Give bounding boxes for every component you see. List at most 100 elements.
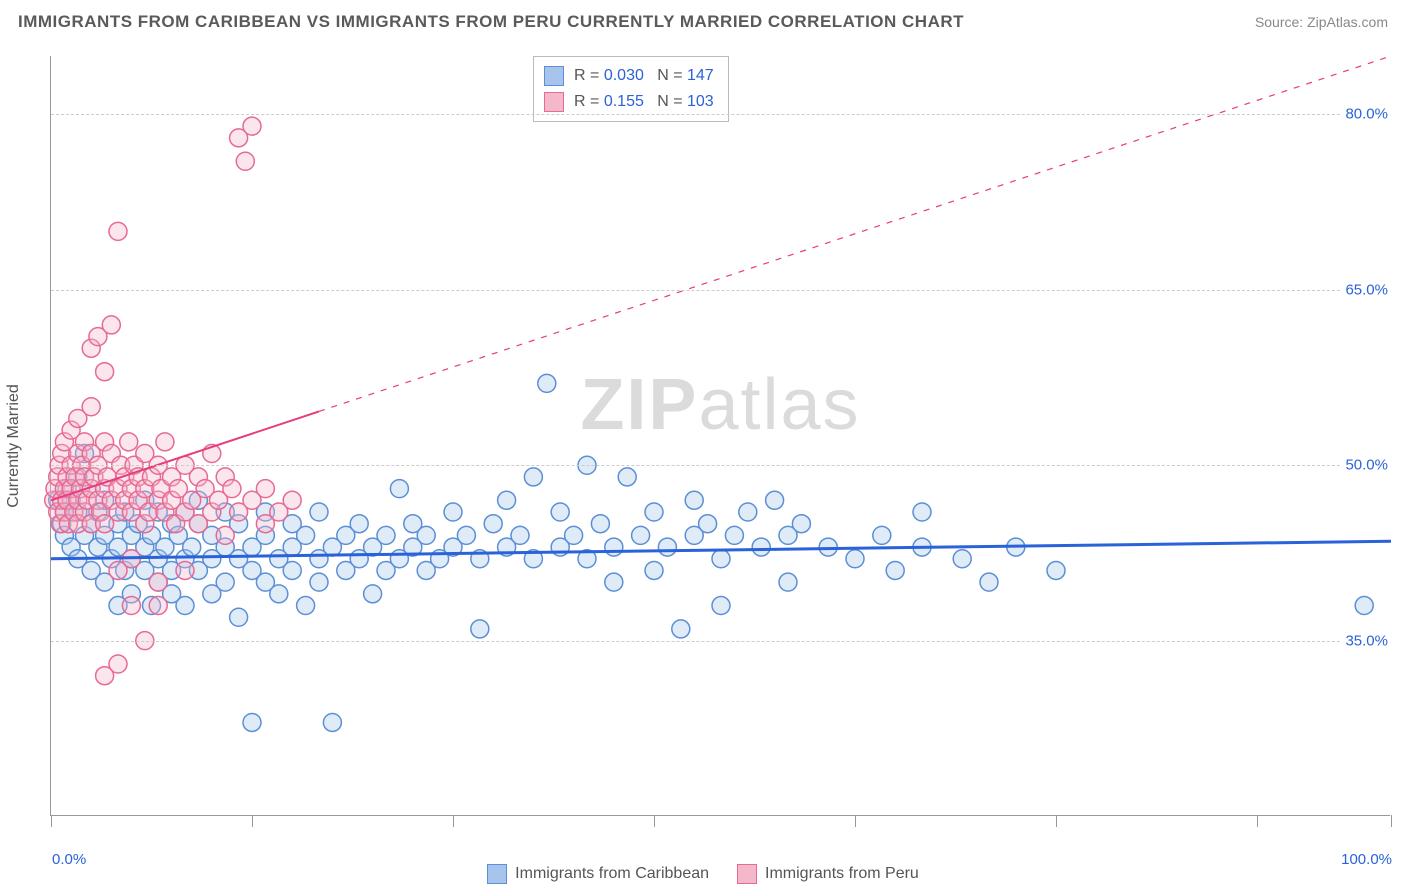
series-legend-item: Immigrants from Peru bbox=[737, 864, 919, 884]
regression-line-dashed bbox=[319, 56, 1391, 411]
data-point bbox=[102, 316, 120, 334]
gridline-h bbox=[51, 290, 1390, 291]
data-point bbox=[1047, 561, 1065, 579]
data-point bbox=[792, 515, 810, 533]
y-tick-label: 65.0% bbox=[1341, 281, 1392, 298]
data-point bbox=[256, 480, 274, 498]
correlation-legend: R = 0.030 N = 147 R = 0.155 N = 103 bbox=[533, 56, 729, 122]
data-point bbox=[377, 526, 395, 544]
legend-stats: R = 0.155 N = 103 bbox=[574, 93, 714, 111]
data-point bbox=[484, 515, 502, 533]
legend-row: R = 0.030 N = 147 bbox=[544, 63, 714, 89]
data-point bbox=[216, 526, 234, 544]
data-point bbox=[980, 573, 998, 591]
legend-swatch bbox=[544, 92, 564, 112]
legend-swatch bbox=[737, 864, 757, 884]
data-point bbox=[390, 480, 408, 498]
data-point bbox=[605, 538, 623, 556]
data-point bbox=[109, 655, 127, 673]
x-tick bbox=[855, 815, 856, 827]
data-point bbox=[645, 561, 663, 579]
gridline-h bbox=[51, 114, 1390, 115]
data-point bbox=[149, 597, 167, 615]
x-max-label: 100.0% bbox=[1341, 851, 1392, 868]
y-tick-label: 50.0% bbox=[1341, 457, 1392, 474]
data-point bbox=[283, 561, 301, 579]
data-point bbox=[645, 503, 663, 521]
data-point bbox=[323, 713, 341, 731]
source-credit: Source: ZipAtlas.com bbox=[1255, 14, 1388, 30]
data-point bbox=[511, 526, 529, 544]
data-point bbox=[565, 526, 583, 544]
data-point bbox=[618, 468, 636, 486]
data-point bbox=[1355, 597, 1373, 615]
data-point bbox=[310, 573, 328, 591]
gridline-h bbox=[51, 465, 1390, 466]
data-point bbox=[444, 503, 462, 521]
legend-label: Immigrants from Caribbean bbox=[515, 865, 709, 883]
data-point bbox=[672, 620, 690, 638]
data-point bbox=[739, 503, 757, 521]
data-point bbox=[658, 538, 676, 556]
x-tick bbox=[1056, 815, 1057, 827]
data-point bbox=[471, 620, 489, 638]
data-point bbox=[712, 550, 730, 568]
data-point bbox=[632, 526, 650, 544]
data-point bbox=[779, 573, 797, 591]
legend-row: R = 0.155 N = 103 bbox=[544, 89, 714, 115]
chart-plot-area: ZIPatlas R = 0.030 N = 147R = 0.155 N = … bbox=[50, 56, 1390, 816]
data-point bbox=[873, 526, 891, 544]
data-point bbox=[766, 491, 784, 509]
legend-swatch bbox=[487, 864, 507, 884]
data-point bbox=[886, 561, 904, 579]
legend-label: Immigrants from Peru bbox=[765, 865, 919, 883]
data-point bbox=[752, 538, 770, 556]
data-point bbox=[243, 117, 261, 135]
data-point bbox=[953, 550, 971, 568]
series-legend-item: Immigrants from Caribbean bbox=[487, 864, 709, 884]
data-point bbox=[216, 573, 234, 591]
data-point bbox=[417, 526, 435, 544]
x-tick bbox=[51, 815, 52, 827]
data-point bbox=[149, 573, 167, 591]
data-point bbox=[120, 433, 138, 451]
data-point bbox=[310, 503, 328, 521]
x-min-label: 0.0% bbox=[52, 851, 86, 868]
data-point bbox=[270, 585, 288, 603]
data-point bbox=[297, 526, 315, 544]
data-point bbox=[122, 597, 140, 615]
data-point bbox=[457, 526, 475, 544]
data-point bbox=[176, 597, 194, 615]
data-point bbox=[223, 480, 241, 498]
data-point bbox=[183, 538, 201, 556]
data-point bbox=[156, 433, 174, 451]
y-axis-label: Currently Married bbox=[5, 384, 23, 508]
data-point bbox=[605, 573, 623, 591]
legend-swatch bbox=[544, 66, 564, 86]
data-point bbox=[498, 491, 516, 509]
data-point bbox=[350, 515, 368, 533]
x-tick bbox=[453, 815, 454, 827]
data-point bbox=[82, 398, 100, 416]
x-tick bbox=[654, 815, 655, 827]
data-point bbox=[846, 550, 864, 568]
series-legend: Immigrants from Caribbean Immigrants from… bbox=[0, 864, 1406, 884]
data-point bbox=[725, 526, 743, 544]
data-point bbox=[712, 597, 730, 615]
data-point bbox=[96, 363, 114, 381]
data-point bbox=[243, 713, 261, 731]
data-point bbox=[524, 468, 542, 486]
data-point bbox=[591, 515, 609, 533]
y-tick-label: 35.0% bbox=[1341, 632, 1392, 649]
data-point bbox=[913, 503, 931, 521]
x-tick bbox=[252, 815, 253, 827]
data-point bbox=[230, 608, 248, 626]
data-point bbox=[297, 597, 315, 615]
legend-stats: R = 0.030 N = 147 bbox=[574, 67, 714, 85]
data-point bbox=[176, 561, 194, 579]
x-tick bbox=[1391, 815, 1392, 827]
chart-title: IMMIGRANTS FROM CARIBBEAN VS IMMIGRANTS … bbox=[18, 12, 964, 32]
data-point bbox=[538, 374, 556, 392]
data-point bbox=[699, 515, 717, 533]
data-point bbox=[236, 152, 254, 170]
